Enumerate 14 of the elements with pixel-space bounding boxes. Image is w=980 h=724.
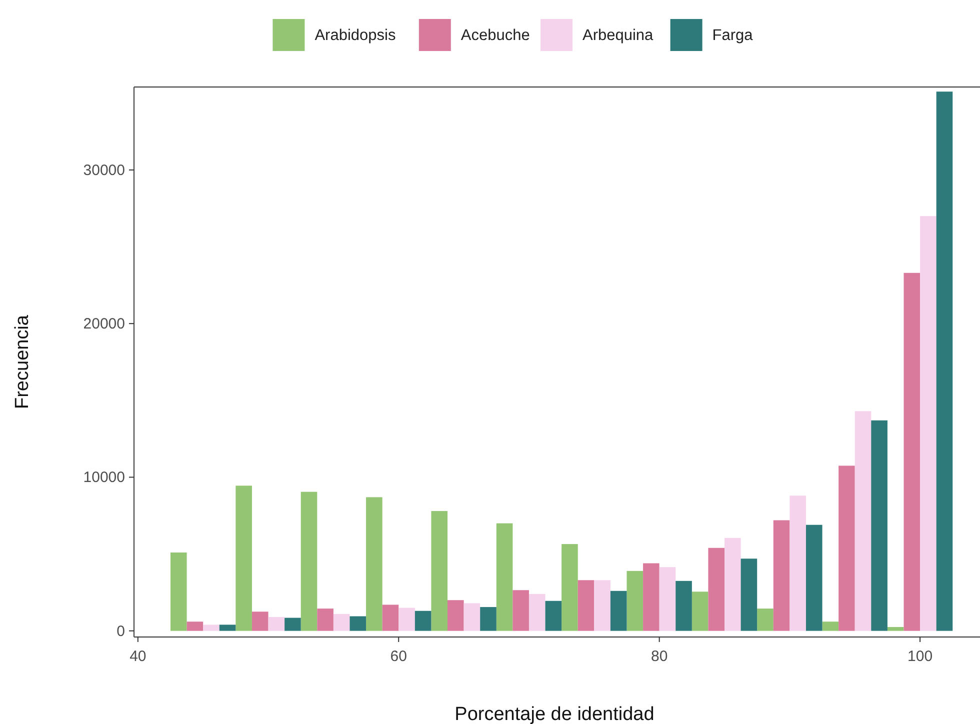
- y-tick-label: 10000: [83, 469, 125, 486]
- legend-label: Acebuche: [460, 27, 530, 44]
- x-axis-title: Porcentaje de identidad: [454, 704, 654, 724]
- legend-label: Farga: [712, 27, 754, 44]
- x-tick-label: 40: [130, 648, 146, 665]
- y-tick-label: 0: [116, 622, 125, 640]
- y-tick-label: 30000: [83, 162, 125, 179]
- y-axis-title: Frecuencia: [12, 314, 33, 409]
- legend-label: Arbequina: [582, 27, 654, 44]
- x-tick-label: 100: [908, 648, 933, 665]
- x-tick-label: 80: [650, 648, 668, 665]
- y-tick-label: 20000: [83, 316, 125, 333]
- legend-label: Arabidopsis: [314, 27, 396, 44]
- x-tick-label: 60: [390, 648, 407, 665]
